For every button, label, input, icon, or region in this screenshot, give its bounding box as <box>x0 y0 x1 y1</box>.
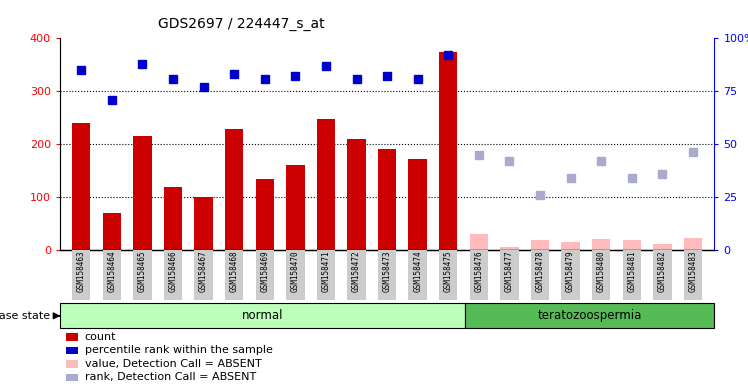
Bar <box>60 303 465 328</box>
Text: rank, Detection Call = ABSENT: rank, Detection Call = ABSENT <box>85 372 256 382</box>
Bar <box>67 333 78 341</box>
Bar <box>592 250 610 300</box>
Text: GSM158469: GSM158469 <box>260 251 269 292</box>
Bar <box>347 250 366 300</box>
Bar <box>408 250 427 300</box>
Text: GSM158465: GSM158465 <box>138 251 147 292</box>
Bar <box>531 240 549 250</box>
Bar <box>133 250 152 300</box>
Bar <box>684 250 702 300</box>
Bar <box>470 250 488 300</box>
Bar <box>72 123 91 250</box>
Text: GSM158475: GSM158475 <box>444 251 453 292</box>
Text: GDS2697 / 224447_s_at: GDS2697 / 224447_s_at <box>158 17 325 31</box>
Bar <box>256 179 274 250</box>
Text: GSM158466: GSM158466 <box>168 251 177 292</box>
Text: GSM158472: GSM158472 <box>352 251 361 292</box>
Bar <box>653 244 672 250</box>
Bar <box>465 303 714 328</box>
Bar <box>378 250 396 300</box>
Text: GSM158477: GSM158477 <box>505 251 514 292</box>
Bar <box>164 187 183 250</box>
Bar <box>408 159 427 250</box>
Text: GSM158476: GSM158476 <box>474 251 483 292</box>
Bar <box>378 149 396 250</box>
Text: GSM158463: GSM158463 <box>77 251 86 292</box>
Text: GSM158471: GSM158471 <box>322 251 331 292</box>
Bar <box>225 129 243 250</box>
Text: disease state: disease state <box>0 311 51 321</box>
Text: GSM158473: GSM158473 <box>382 251 392 292</box>
Bar <box>592 239 610 250</box>
Text: GSM158468: GSM158468 <box>230 251 239 292</box>
Bar <box>500 247 518 250</box>
Bar <box>470 234 488 250</box>
Bar <box>164 250 183 300</box>
Bar <box>439 51 458 250</box>
Text: GSM158480: GSM158480 <box>597 251 606 292</box>
Text: GSM158482: GSM158482 <box>657 251 667 292</box>
Text: count: count <box>85 332 116 342</box>
Text: teratozoospermia: teratozoospermia <box>538 310 642 322</box>
Bar <box>256 250 274 300</box>
Text: GSM158479: GSM158479 <box>566 251 575 292</box>
Text: GSM158474: GSM158474 <box>413 251 422 292</box>
Text: GSM158478: GSM158478 <box>536 251 545 292</box>
Bar <box>194 250 212 300</box>
Bar <box>102 250 121 300</box>
Text: GSM158467: GSM158467 <box>199 251 208 292</box>
Bar <box>316 250 335 300</box>
Bar <box>67 374 78 381</box>
Bar <box>500 250 518 300</box>
Bar <box>531 250 549 300</box>
Bar <box>67 347 78 354</box>
Bar <box>439 250 458 300</box>
Text: GSM158483: GSM158483 <box>688 251 697 292</box>
Text: percentile rank within the sample: percentile rank within the sample <box>85 345 272 356</box>
Text: GSM158481: GSM158481 <box>628 251 637 292</box>
Bar <box>684 238 702 250</box>
Bar <box>622 240 641 250</box>
Bar <box>562 250 580 300</box>
Bar <box>194 197 212 250</box>
Bar <box>562 242 580 250</box>
Bar <box>133 136 152 250</box>
Bar <box>286 250 304 300</box>
Bar <box>67 360 78 367</box>
Bar <box>622 250 641 300</box>
Bar <box>653 250 672 300</box>
Text: GSM158470: GSM158470 <box>291 251 300 292</box>
Text: normal: normal <box>242 310 283 322</box>
Text: GSM158464: GSM158464 <box>107 251 117 292</box>
Bar <box>102 213 121 250</box>
Bar <box>347 139 366 250</box>
Text: value, Detection Call = ABSENT: value, Detection Call = ABSENT <box>85 359 262 369</box>
Bar <box>225 250 243 300</box>
Bar <box>286 165 304 250</box>
Bar <box>72 250 91 300</box>
Bar <box>316 119 335 250</box>
